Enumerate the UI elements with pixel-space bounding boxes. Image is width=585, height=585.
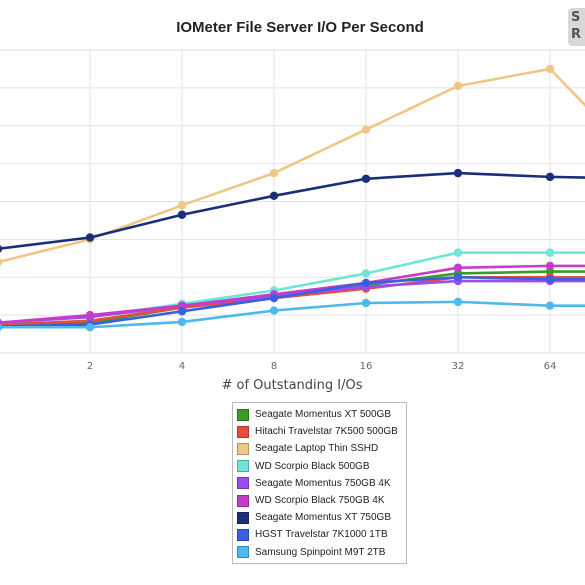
data-point (545, 261, 555, 271)
data-point (269, 191, 279, 201)
series-line (0, 67, 585, 263)
data-point (545, 172, 555, 182)
data-point (177, 210, 187, 219)
x-tick-label: 32 (452, 361, 465, 372)
x-tick-label: 8 (271, 361, 277, 372)
chart-series-layer (0, 64, 585, 332)
series-line (0, 264, 585, 324)
data-point (269, 168, 279, 178)
legend-item: HGST Travelstar 7K1000 1TB (237, 526, 402, 543)
data-point (269, 306, 279, 315)
data-point (361, 278, 371, 288)
legend-item: Seagate Momentus 750GB 4K (237, 475, 402, 492)
legend-swatch (237, 477, 249, 490)
legend-item: Seagate Laptop Thin SSHD (237, 440, 402, 457)
data-point (453, 81, 463, 91)
legend-swatch (237, 442, 249, 455)
x-tick-label: 16 (360, 361, 373, 372)
legend-swatch (237, 511, 249, 524)
x-tick-label: 4 (179, 361, 185, 372)
data-point (0, 323, 3, 331)
chart-grid (0, 49, 585, 354)
x-axis-title: # of Outstanding I/Os (221, 378, 362, 393)
legend-swatch (237, 546, 249, 559)
x-tick-label: 2 (87, 361, 93, 372)
data-point (545, 274, 555, 284)
data-point (545, 301, 555, 310)
legend-item: Seagate Momentus XT 750GB (237, 509, 402, 526)
data-point (0, 258, 3, 266)
legend-swatch (237, 408, 249, 421)
legend-label: Seagate Momentus 750GB 4K (255, 477, 391, 489)
legend-swatch (237, 494, 249, 507)
legend-swatch (237, 460, 249, 473)
series-line (0, 300, 585, 329)
data-point (545, 248, 555, 257)
legend-item: WD Scorpio Black 750GB 4K (237, 492, 402, 509)
data-point (545, 64, 555, 74)
chart-title: IOMeter File Server I/O Per Second (176, 19, 424, 36)
data-point (85, 323, 95, 332)
legend-swatch (237, 425, 249, 438)
legend-label: WD Scorpio Black 750GB 4K (255, 495, 385, 507)
data-point (453, 273, 463, 282)
x-tick-label: 64 (544, 361, 557, 372)
data-point (85, 310, 95, 320)
series-group (0, 168, 585, 253)
data-point (177, 201, 187, 210)
data-point (453, 263, 463, 272)
data-point (453, 168, 463, 178)
legend-label: Seagate Momentus XT 750GB (255, 512, 392, 524)
site-logo: S R (568, 8, 585, 46)
data-point (361, 125, 371, 134)
series-line (0, 275, 585, 328)
data-point (361, 174, 371, 183)
legend-label: HGST Travelstar 7K1000 1TB (255, 529, 388, 541)
series-group (0, 276, 585, 327)
data-point (177, 307, 187, 316)
data-point (85, 233, 95, 242)
legend-label: Seagate Momentus XT 500GB (255, 409, 392, 421)
legend-item: Samsung Spinpoint M9T 2TB (237, 544, 402, 561)
legend-label: Samsung Spinpoint M9T 2TB (255, 546, 386, 558)
legend-item: Hitachi Travelstar 7K500 500GB (237, 423, 402, 440)
data-point (453, 297, 463, 307)
series-line (0, 171, 585, 250)
data-point (361, 298, 371, 308)
legend-swatch (237, 528, 249, 541)
data-point (453, 248, 463, 257)
legend-label: Hitachi Travelstar 7K500 500GB (255, 426, 398, 438)
x-tick-labels: 2 4 8 16 32 64 (87, 361, 557, 372)
legend-label: Seagate Laptop Thin SSHD (255, 443, 379, 455)
data-point (269, 293, 279, 303)
series-group (0, 297, 585, 332)
series-line (0, 275, 585, 326)
data-point (361, 269, 371, 278)
legend-label: WD Scorpio Black 500GB (255, 460, 370, 472)
legend: Seagate Momentus XT 500GB Hitachi Travels… (232, 402, 407, 564)
legend-item: Seagate Momentus XT 500GB (237, 406, 402, 423)
data-point (177, 317, 187, 327)
data-point (0, 245, 3, 253)
legend-item: WD Scorpio Black 500GB (237, 458, 402, 475)
